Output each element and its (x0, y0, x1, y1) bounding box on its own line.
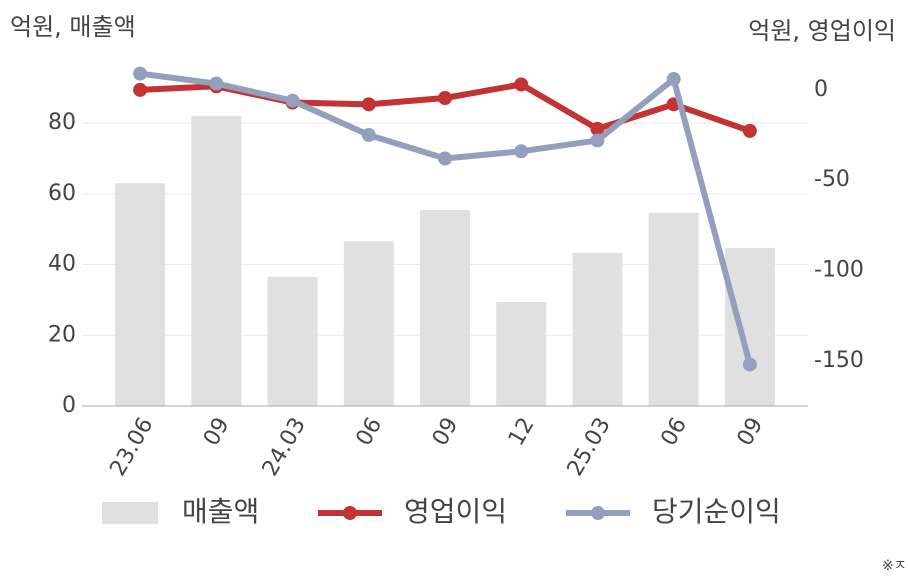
point (590, 133, 605, 148)
y-tick-label: 40 (48, 252, 76, 277)
bar (648, 212, 699, 406)
point (438, 151, 452, 166)
point (133, 66, 148, 81)
bar (343, 241, 394, 406)
bar (724, 247, 775, 406)
x-tick-label: 06 (352, 414, 388, 451)
x-tick-label: 24.03 (258, 414, 311, 481)
x-tick-label: 25.03 (563, 414, 616, 481)
point (590, 121, 605, 136)
y-tick-label: 0 (62, 393, 76, 418)
point (209, 76, 224, 91)
x-tick-label: 12 (504, 414, 540, 451)
x-tick-label: 06 (656, 414, 692, 451)
x-tick-label: 23.06 (105, 414, 158, 481)
legend-swatch (102, 502, 158, 524)
bar (420, 210, 470, 406)
legend-swatch (343, 506, 357, 520)
y2-axis-label: 억원, 영업이익 (748, 17, 896, 45)
y2-tick-label: -150 (814, 348, 864, 373)
legend-swatch (591, 506, 605, 520)
point (361, 128, 376, 143)
y-tick-label: 60 (48, 181, 76, 206)
x-tick-label: 09 (733, 414, 769, 451)
y-tick-label: 20 (48, 322, 76, 347)
bar (191, 115, 242, 407)
y2-tick-label: -100 (814, 258, 864, 283)
legend-label: 영업이익 (404, 495, 507, 528)
point (133, 82, 148, 97)
y2-tick-label: 0 (814, 77, 828, 102)
bar (115, 183, 166, 406)
y-tick-label: 80 (48, 110, 76, 135)
legend-label: 당기순이익 (652, 495, 781, 528)
point (514, 77, 529, 92)
point (361, 97, 376, 112)
point (438, 91, 452, 105)
point (514, 144, 529, 159)
point (742, 357, 757, 372)
footnote: ※ㅈ (882, 558, 907, 574)
x-tick-label: 09 (428, 414, 464, 451)
point (742, 123, 757, 138)
bar (572, 252, 623, 406)
point (666, 72, 681, 87)
bar (267, 276, 318, 406)
y-axis-label: 억원, 매출액 (10, 13, 136, 41)
x-tick-label: 09 (199, 414, 235, 451)
point (285, 93, 300, 108)
y2-tick-label: -50 (814, 167, 850, 192)
legend-label: 매출액 (182, 495, 259, 528)
bar (496, 302, 547, 406)
